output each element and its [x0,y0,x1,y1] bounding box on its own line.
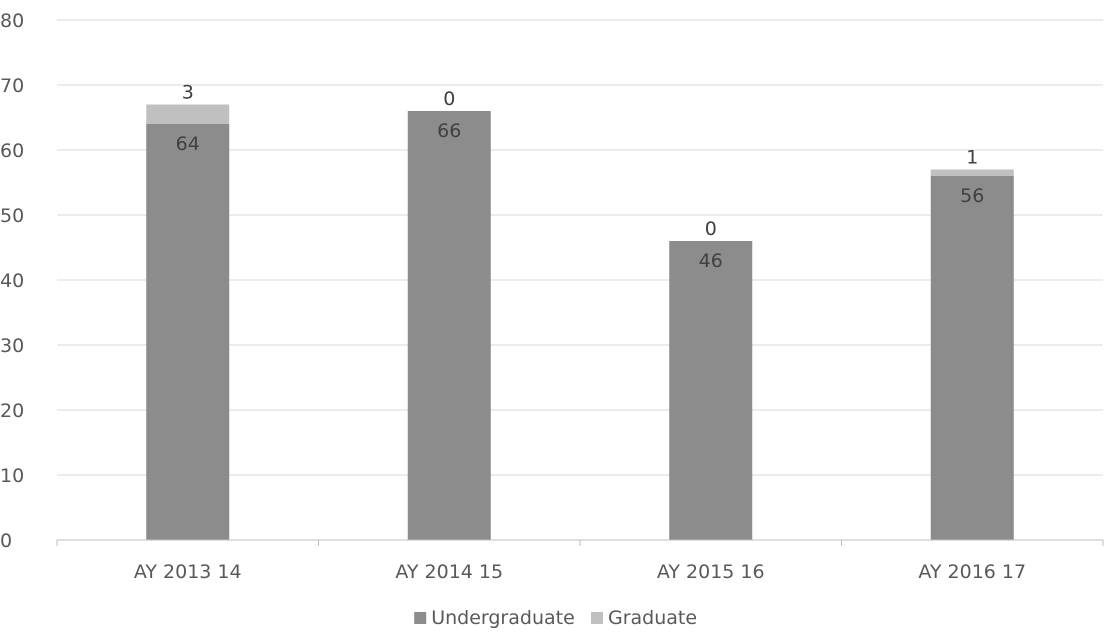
bar-undergraduate-ay-2016-17 [930,176,1014,540]
y-tick-label-30: 30 [0,335,24,357]
legend-item-undergraduate: Undergraduate [414,607,575,629]
y-tick-label-0: 0 [0,530,12,552]
data-label-graduate-ay-2015-16: 0 [705,218,717,240]
y-tick-label-20: 20 [0,400,24,422]
legend-swatch-graduate [591,612,603,624]
bars [146,104,1014,540]
data-label-undergraduate-ay-2013-14: 64 [176,133,200,155]
data-label-graduate-ay-2016-17: 1 [966,147,978,169]
x-axis [56,539,1104,546]
bar-graduate-ay-2016-17 [930,169,1014,176]
y-tick-label-80: 80 [0,10,24,32]
bar-undergraduate-ay-2014-15 [407,111,491,540]
y-tick-label-70: 70 [0,75,24,97]
legend: Undergraduate Graduate [414,607,697,629]
legend-label-undergraduate: Undergraduate [431,607,575,629]
y-axis-tick-labels: 0 10 20 30 40 50 60 70 80 [0,10,24,552]
data-label-undergraduate-ay-2014-15: 66 [437,120,461,142]
bar-undergraduate-ay-2015-16 [669,241,753,540]
bar-graduate-ay-2013-14 [146,104,230,124]
legend-swatch-undergraduate [414,612,427,624]
y-tick-label-60: 60 [0,140,24,162]
data-label-graduate-ay-2013-14: 3 [182,82,194,104]
y-tick-label-50: 50 [0,205,24,227]
x-axis-tick-labels: AY 2013 14 AY 2014 15 AY 2015 16 AY 2016 17 [134,561,1026,583]
gridlines [57,19,1103,476]
y-tick-label-40: 40 [0,270,24,292]
x-tick-label-ay-2016-17: AY 2016 17 [918,561,1026,583]
legend-label-graduate: Graduate [608,607,697,629]
x-tick-label-ay-2013-14: AY 2013 14 [134,561,242,583]
data-labels: 64 3 66 0 46 0 56 1 [176,82,985,273]
bar-undergraduate-ay-2013-14 [146,124,230,540]
y-tick-label-10: 10 [0,465,24,487]
data-label-undergraduate-ay-2016-17: 56 [960,185,984,207]
data-label-graduate-ay-2014-15: 0 [443,88,455,110]
x-tick-label-ay-2014-15: AY 2014 15 [395,561,503,583]
x-tick-label-ay-2015-16: AY 2015 16 [657,561,765,583]
legend-item-graduate: Graduate [591,607,697,629]
data-label-undergraduate-ay-2015-16: 46 [699,250,723,272]
